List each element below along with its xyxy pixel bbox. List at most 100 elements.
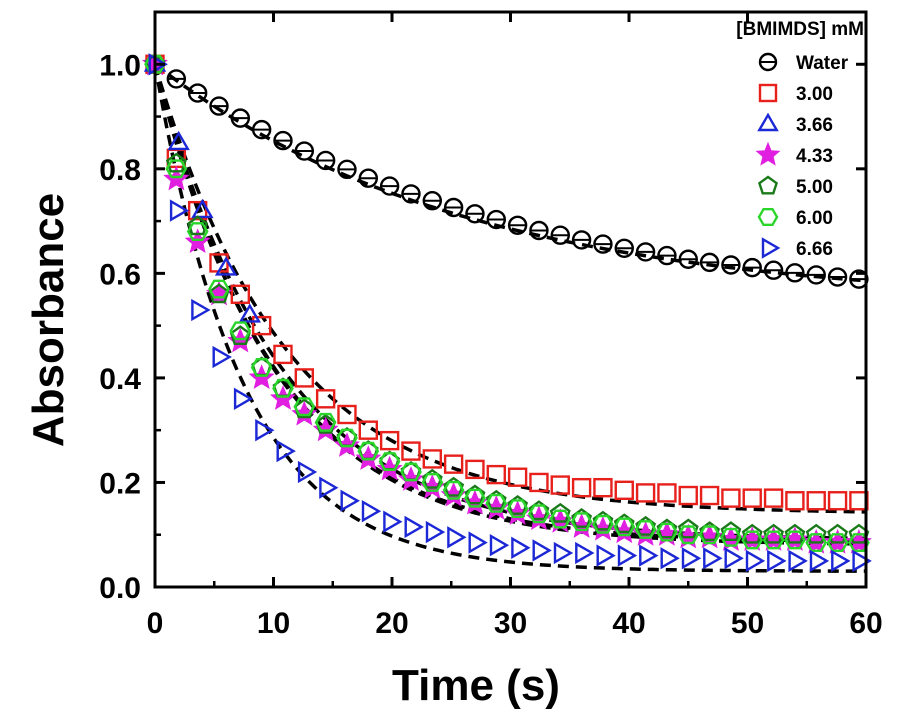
- fit-curve-Water: [153, 62, 867, 283]
- legend-swatch: [757, 207, 779, 227]
- data-point: [506, 499, 529, 518]
- data-point: [361, 500, 382, 523]
- y-tick-label: 0.2: [99, 467, 141, 500]
- data-point: [549, 509, 572, 529]
- x-tick-label: 40: [612, 607, 645, 640]
- data-point: [529, 472, 549, 493]
- legend-entry: 5.00: [757, 175, 833, 198]
- data-point: [486, 464, 506, 485]
- data-point: [613, 513, 635, 534]
- data-point: [806, 491, 826, 511]
- data-point: [724, 547, 744, 570]
- data-point: [571, 477, 592, 498]
- legend-title: [BMIMDS] mM: [736, 19, 864, 40]
- data-point: [852, 549, 872, 573]
- data-point: [570, 512, 593, 532]
- data-point: [230, 284, 251, 304]
- legend-entry: 3.66: [757, 112, 833, 136]
- data-point: [507, 467, 528, 487]
- data-point: [421, 473, 444, 492]
- data-point: [831, 549, 851, 573]
- data-point: [468, 531, 488, 554]
- legend-label: 3.66: [796, 115, 833, 136]
- data-point: [422, 449, 442, 469]
- data-point: [784, 530, 806, 550]
- data-point: [511, 536, 531, 559]
- data-point: [294, 368, 315, 388]
- legend-swatch: [761, 237, 781, 259]
- data-point: [148, 53, 168, 76]
- data-point: [276, 439, 296, 463]
- data-point: [167, 130, 190, 151]
- data-point: [592, 514, 614, 534]
- data-point: [785, 491, 805, 511]
- data-point: [784, 523, 806, 544]
- data-point: [297, 460, 318, 484]
- data-point: [233, 387, 254, 410]
- data-point: [528, 504, 550, 524]
- data-point: [549, 502, 571, 523]
- data-point: [596, 544, 616, 567]
- data-point: [575, 541, 595, 565]
- data-point: [212, 345, 232, 369]
- data-point: [357, 441, 380, 461]
- data-point: [358, 420, 378, 440]
- data-point: [378, 452, 401, 471]
- data-point: [250, 358, 273, 377]
- data-point: [763, 523, 785, 544]
- x-axis-title: Time (s): [392, 661, 560, 710]
- data-point: [400, 462, 422, 482]
- data-point: [826, 533, 849, 552]
- data-point: [592, 510, 614, 531]
- data-point: [165, 159, 188, 179]
- data-point: [657, 483, 677, 503]
- data-point: [593, 477, 613, 498]
- legend-label: 4.33: [796, 146, 833, 167]
- data-point: [741, 523, 763, 544]
- data-point: [809, 549, 830, 573]
- y-tick-label: 1.0: [99, 49, 141, 82]
- data-point: [805, 533, 828, 552]
- legend-entry: 3.00: [758, 83, 833, 105]
- data-point: [742, 488, 762, 508]
- x-tick-label: 50: [731, 607, 764, 640]
- data-point: [425, 520, 446, 544]
- legend-label: Water: [796, 53, 849, 74]
- x-tick-label: 0: [147, 607, 164, 640]
- data-point: [489, 534, 510, 557]
- data-point: [762, 530, 785, 550]
- data-point: [656, 522, 678, 542]
- data-point: [681, 547, 702, 570]
- data-point: [698, 525, 721, 545]
- legend-label: 5.00: [796, 177, 833, 198]
- data-point: [191, 198, 214, 219]
- x-tick-label: 10: [257, 607, 290, 640]
- data-point: [229, 321, 252, 341]
- series-6.00: [144, 54, 870, 552]
- data-point: [293, 397, 316, 417]
- y-tick-labels: 0.0 0.2 0.4 0.6 0.8 1.0: [99, 49, 141, 605]
- data-point: [421, 468, 443, 489]
- data-point: [255, 419, 275, 442]
- legend-label: 3.00: [796, 84, 833, 105]
- data-point: [677, 518, 699, 539]
- data-point: [528, 500, 550, 521]
- data-point: [613, 517, 636, 537]
- y-axis-title: Absorbance: [24, 193, 73, 447]
- data-point: [464, 484, 486, 505]
- data-point: [614, 480, 634, 500]
- data-point: [383, 510, 403, 533]
- data-point: [635, 515, 657, 536]
- data-point: [827, 491, 848, 511]
- data-point: [163, 165, 190, 191]
- y-tick-label: 0.6: [99, 258, 141, 291]
- data-point: [340, 489, 360, 512]
- data-point: [465, 459, 485, 480]
- series-6.66: [148, 53, 872, 573]
- data-point: [635, 483, 656, 503]
- y-tick-label: 0.8: [99, 154, 141, 187]
- data-point: [720, 527, 742, 547]
- legend-entry: 4.33: [755, 141, 833, 167]
- data-point: [404, 515, 424, 539]
